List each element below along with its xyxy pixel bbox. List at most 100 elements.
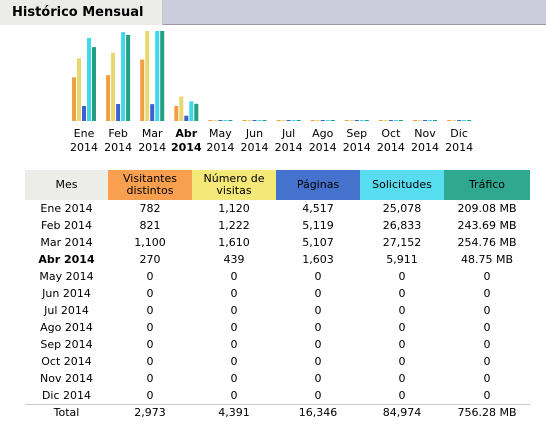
cell-pages: 1,603	[302, 253, 334, 266]
tick-label-month: Sep	[346, 127, 367, 140]
bar-pages-3	[150, 104, 155, 121]
bar-visitors-7	[276, 120, 281, 121]
tick-label-month: May	[209, 127, 232, 140]
table-row: Nov 2014 0 0 0 0 0	[25, 370, 530, 387]
header-bandwidth: Tráfico	[444, 170, 530, 200]
cell-month: Jun 2014	[42, 287, 91, 300]
cell-hits: 0	[398, 287, 406, 300]
cell-visits: 0	[230, 287, 238, 300]
cell-pages: 5,107	[302, 236, 334, 249]
bar-pages-7	[286, 120, 291, 121]
cell-visits: 0	[230, 372, 238, 385]
cell-pages: 0	[314, 388, 322, 402]
cell-hits: 25,078	[382, 202, 422, 215]
cell-visitors: 0	[146, 388, 154, 402]
bar-visits-5	[213, 120, 218, 121]
tick-label-month: Dic	[450, 127, 468, 140]
cell-month: Nov 2014	[40, 372, 93, 385]
bar-pages-4	[184, 115, 189, 121]
table-row: May 2014 0 0 0 0 0	[25, 268, 530, 285]
bar-visitors-6	[242, 120, 247, 121]
cell-month: Abr 2014	[38, 253, 95, 266]
header-visits-line2: visitas	[216, 184, 252, 197]
section-title: Histórico Mensual	[0, 0, 163, 25]
bar-visits-10	[383, 120, 388, 121]
cell-month: Sep 2014	[40, 338, 93, 351]
bar-bandwidth-3	[160, 31, 165, 121]
cell-hits: 0	[398, 355, 406, 368]
bar-bandwidth-12	[467, 120, 472, 121]
cell-bandwidth: 48.75 MB	[460, 253, 514, 266]
bar-visitors-3	[140, 59, 145, 121]
cell-visits: 0	[230, 270, 238, 283]
tick-label-month: Nov	[414, 127, 436, 140]
bar-visitors-9	[344, 120, 349, 121]
tick-label-month: Mar	[142, 127, 163, 140]
tick-label-year: 2014	[138, 141, 166, 154]
bar-visitors-12	[447, 120, 452, 121]
table-body: Ene 2014 782 1,120 4,517 25,078 209.08 MB Feb …	[25, 200, 530, 404]
bar-visits-3	[145, 31, 150, 121]
bar-visits-7	[281, 120, 286, 121]
tick-label-year: 2014	[377, 141, 405, 154]
cell-pages: 0	[314, 304, 322, 317]
cell-pages: 0	[314, 270, 322, 283]
tick-label-month: Ago	[312, 127, 334, 140]
cell-month: Dic 2014	[41, 388, 92, 402]
bar-hits-1	[87, 37, 91, 121]
bar-visits-2	[111, 52, 116, 122]
total-label: Total	[25, 403, 108, 421]
tick-label-month: Jun	[245, 127, 263, 140]
table-row: Feb 2014 821 1,222 5,119 26,833 243.69 MB	[25, 217, 530, 234]
tick-label-month: Ene	[74, 127, 95, 140]
cell-visitors: 0	[146, 355, 154, 368]
cell-bandwidth: 0	[483, 321, 491, 334]
bar-bandwidth-10	[398, 120, 403, 121]
tick-label-month: Feb	[108, 127, 127, 140]
table-row: Jun 2014 0 0 0 0 0	[25, 285, 530, 302]
cell-visits: 0	[230, 355, 238, 368]
table-row: Jul 2014 0 0 0 0 0	[25, 302, 530, 319]
cell-hits: 0	[398, 338, 406, 351]
bar-bandwidth-2	[126, 34, 131, 121]
cell-visitors: 1,100	[134, 236, 166, 249]
tick-label-year: 2014	[343, 141, 371, 154]
bar-hits-8	[325, 120, 330, 121]
cell-hits: 0	[398, 304, 406, 317]
cell-pages: 0	[314, 287, 322, 300]
bar-bandwidth-5	[228, 120, 233, 121]
table-header-row: Mes Visitantes distintos Número de visit…	[25, 170, 530, 200]
cell-pages: 0	[314, 355, 322, 368]
cell-visitors: 821	[139, 219, 161, 232]
cell-visits: 1,222	[218, 219, 250, 232]
cell-visitors: 782	[139, 202, 161, 215]
bar-pages-5	[218, 120, 223, 121]
bar-hits-2	[121, 32, 126, 121]
table-row: Ene 2014 782 1,120 4,517 25,078 209.08 MB	[25, 200, 530, 217]
cell-month: Oct 2014	[41, 355, 92, 368]
bar-pages-1	[82, 106, 86, 121]
cell-bandwidth: 209.08 MB	[457, 202, 517, 215]
total-bandwidth: 756.28 MB	[444, 403, 530, 421]
table-row: Dic 2014 0 0 0 0 0	[25, 387, 530, 404]
tick-label-month: Abr	[175, 127, 197, 140]
cell-visitors: 0	[146, 287, 154, 300]
bar-visitors-8	[310, 120, 315, 121]
bar-hits-9	[359, 120, 364, 121]
bar-visits-4	[179, 96, 184, 121]
cell-visits: 1,610	[218, 236, 250, 249]
cell-hits: 27,152	[382, 236, 422, 249]
tick-label-year: 2014	[206, 141, 234, 154]
header-visitors-line1: Visitantes	[123, 172, 177, 185]
total-visitors: 2,973	[108, 403, 192, 421]
bar-bandwidth-8	[330, 120, 335, 121]
cell-month: Feb 2014	[41, 219, 92, 232]
bar-hits-7	[291, 120, 296, 121]
total-visits: 4,391	[192, 403, 276, 421]
cell-visits: 0	[230, 338, 238, 351]
table-row: Sep 2014 0 0 0 0 0	[25, 336, 530, 353]
cell-pages: 0	[314, 372, 322, 385]
bar-bandwidth-9	[364, 120, 369, 121]
table-row: Oct 2014 0 0 0 0 0	[25, 353, 530, 370]
cell-bandwidth: 0	[483, 338, 491, 351]
